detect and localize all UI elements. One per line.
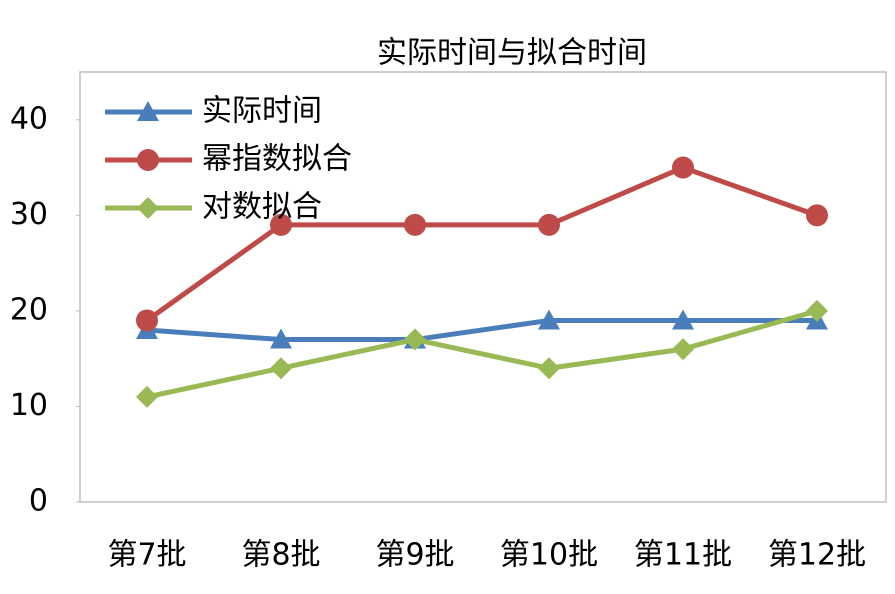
x-tick-label: 第10批: [500, 538, 598, 573]
x-tick-label: 第9批: [375, 538, 454, 573]
marker: [270, 328, 292, 349]
marker: [538, 357, 560, 380]
y-tick-label: 40: [10, 101, 48, 136]
marker: [538, 213, 560, 236]
legend-label: 幂指数拟合: [202, 142, 352, 177]
marker: [270, 213, 292, 236]
legend-label: 实际时间: [202, 94, 322, 129]
marker: [538, 309, 560, 330]
y-tick-label: 30: [10, 197, 48, 232]
series-line: [146, 308, 818, 400]
legend-label: 对数拟合: [202, 190, 322, 225]
marker: [137, 197, 159, 219]
marker: [806, 299, 828, 322]
marker: [672, 338, 694, 361]
chart-title: 实际时间与拟合时间: [377, 36, 647, 71]
marker: [137, 101, 159, 121]
plot-frame: [79, 71, 887, 503]
marker: [404, 213, 426, 236]
series-line: [146, 317, 817, 343]
x-tick-label: 第11批: [634, 538, 732, 573]
marker: [136, 385, 158, 408]
x-tick-label: 第7批: [107, 538, 186, 573]
marker: [806, 204, 828, 227]
y-tick-label: 0: [29, 484, 48, 519]
marker: [137, 149, 159, 171]
marker: [672, 309, 694, 330]
y-tick-label: 10: [10, 388, 48, 423]
marker: [136, 309, 158, 332]
marker: [270, 357, 292, 380]
x-tick-label: 第12批: [768, 538, 866, 573]
marker: [672, 156, 694, 179]
x-tick-label: 第8批: [241, 538, 320, 573]
y-tick-label: 20: [10, 292, 48, 327]
series-line: [145, 165, 818, 323]
marker: [404, 328, 426, 351]
